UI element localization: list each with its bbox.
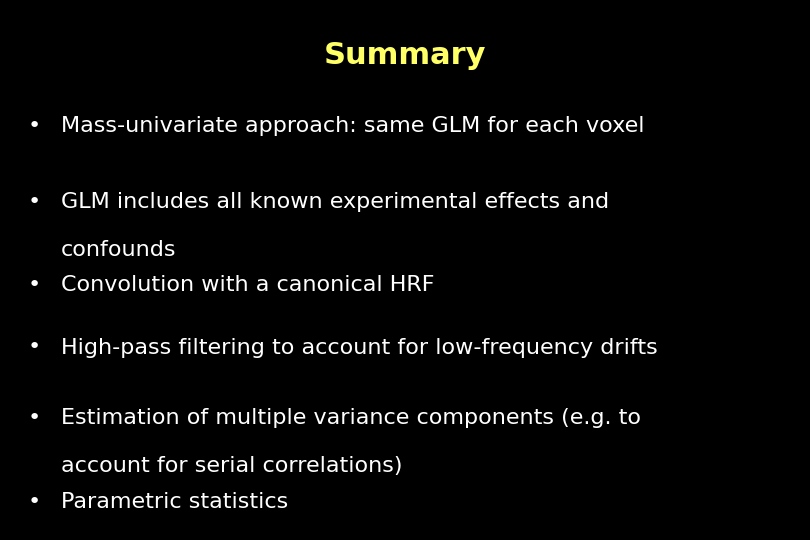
Text: Parametric statistics: Parametric statistics (61, 492, 288, 512)
Text: account for serial correlations): account for serial correlations) (61, 456, 403, 476)
Text: confounds: confounds (61, 240, 177, 260)
Text: •: • (28, 275, 40, 295)
Text: •: • (28, 492, 40, 512)
Text: Estimation of multiple variance components (e.g. to: Estimation of multiple variance componen… (61, 408, 641, 428)
Text: •: • (28, 116, 40, 136)
Text: GLM includes all known experimental effects and: GLM includes all known experimental effe… (61, 192, 609, 212)
Text: Convolution with a canonical HRF: Convolution with a canonical HRF (61, 275, 434, 295)
Text: Summary: Summary (324, 40, 486, 70)
Text: •: • (28, 408, 40, 428)
Text: High-pass filtering to account for low-frequency drifts: High-pass filtering to account for low-f… (61, 338, 658, 357)
Text: •: • (28, 338, 40, 357)
Text: Mass-univariate approach: same GLM for each voxel: Mass-univariate approach: same GLM for e… (61, 116, 644, 136)
Text: •: • (28, 192, 40, 212)
